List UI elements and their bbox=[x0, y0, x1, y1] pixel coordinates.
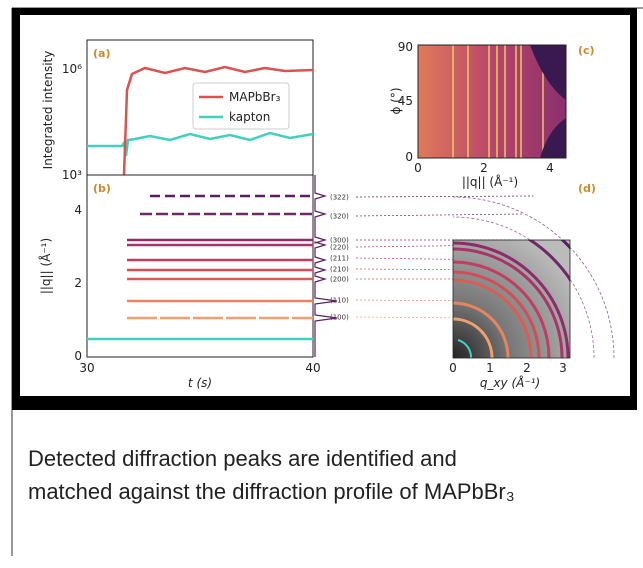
x-tick-label: 3 bbox=[559, 361, 567, 375]
kapton-ring bbox=[457, 339, 473, 359]
x-tick-label: 40 bbox=[305, 361, 320, 375]
connector bbox=[355, 299, 481, 302]
panel-a: (a) 10⁶ 10³ Integrated intensity MAPbBr₃… bbox=[41, 39, 314, 182]
caption-line: matched against the diffraction profile … bbox=[28, 479, 515, 504]
connector bbox=[355, 244, 508, 248]
mask bbox=[530, 45, 566, 158]
peak-label: (320) bbox=[330, 213, 349, 221]
ring bbox=[453, 260, 551, 358]
panel-c: (c) 90 45 0 0 2 4 ||q|| (Å⁻¹) ϕ (°) bbox=[389, 40, 595, 189]
peak-label: (300) bbox=[330, 237, 349, 245]
peak-label: (211) bbox=[330, 255, 349, 263]
peak-label: (110) bbox=[330, 297, 349, 305]
caption-line: Detected diffraction peaks are identifie… bbox=[28, 446, 457, 471]
panel-tag: (c) bbox=[578, 44, 595, 57]
x-label: q_xy (Å⁻¹) bbox=[480, 375, 540, 390]
peak-label: (200) bbox=[330, 276, 349, 284]
y-label: ||q|| (Å⁻¹) bbox=[38, 238, 53, 294]
x-label: t (s) bbox=[188, 376, 212, 390]
peak-label: (100) bbox=[330, 314, 349, 322]
peak-label: (210) bbox=[330, 266, 349, 274]
ring bbox=[453, 241, 570, 358]
panel-tag: (b) bbox=[93, 182, 111, 195]
mapbbr3-line bbox=[122, 65, 314, 176]
y-tick-label: 10³ bbox=[62, 168, 82, 182]
x-tick-label: 0 bbox=[449, 361, 457, 375]
x-tick-label: 0 bbox=[414, 161, 422, 175]
ring bbox=[453, 270, 541, 358]
legend-label: kapton bbox=[229, 110, 270, 124]
x-tick-label: 1 bbox=[486, 361, 494, 375]
peak-label: (322) bbox=[330, 194, 349, 202]
x-tick-label: 4 bbox=[546, 161, 554, 175]
y-tick-label: 90 bbox=[398, 40, 413, 54]
y-label: Integrated intensity bbox=[41, 51, 55, 170]
axes bbox=[417, 44, 567, 159]
panel-d: (d) 0 1 2 3 q_xy (Å⁻¹) bbox=[449, 182, 615, 390]
ring bbox=[453, 278, 533, 358]
y-tick-label: 10⁶ bbox=[62, 62, 82, 76]
connector bbox=[355, 195, 534, 198]
y-tick-label: 0 bbox=[405, 150, 413, 164]
peak-label: (220) bbox=[330, 244, 349, 252]
ring bbox=[453, 247, 564, 358]
y-label: ϕ (°) bbox=[389, 87, 403, 114]
x-tick-label: 30 bbox=[79, 361, 94, 375]
profile bbox=[314, 175, 338, 357]
y-tick-label: 2 bbox=[74, 276, 82, 290]
y-tick-label: 0 bbox=[74, 349, 82, 363]
axes bbox=[86, 174, 314, 358]
panel-tag: (a) bbox=[93, 47, 110, 60]
x-label: ||q|| (Å⁻¹) bbox=[462, 174, 518, 189]
y-tick-label: 4 bbox=[74, 203, 82, 217]
ring-outside bbox=[452, 196, 615, 359]
y-tick-label: 45 bbox=[398, 94, 413, 108]
x-tick-label: 2 bbox=[523, 361, 531, 375]
x-tick-label: 2 bbox=[480, 161, 488, 175]
legend-label: MAPbBr₃ bbox=[229, 90, 281, 104]
ring bbox=[453, 317, 494, 358]
ring bbox=[453, 301, 510, 358]
ring-outside bbox=[452, 216, 595, 359]
panel-tag: (d) bbox=[578, 182, 596, 195]
axes bbox=[452, 239, 571, 359]
